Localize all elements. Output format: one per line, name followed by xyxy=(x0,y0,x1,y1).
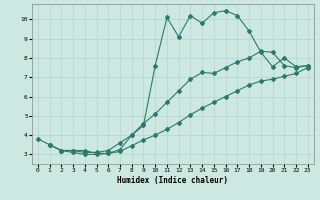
X-axis label: Humidex (Indice chaleur): Humidex (Indice chaleur) xyxy=(117,176,228,185)
